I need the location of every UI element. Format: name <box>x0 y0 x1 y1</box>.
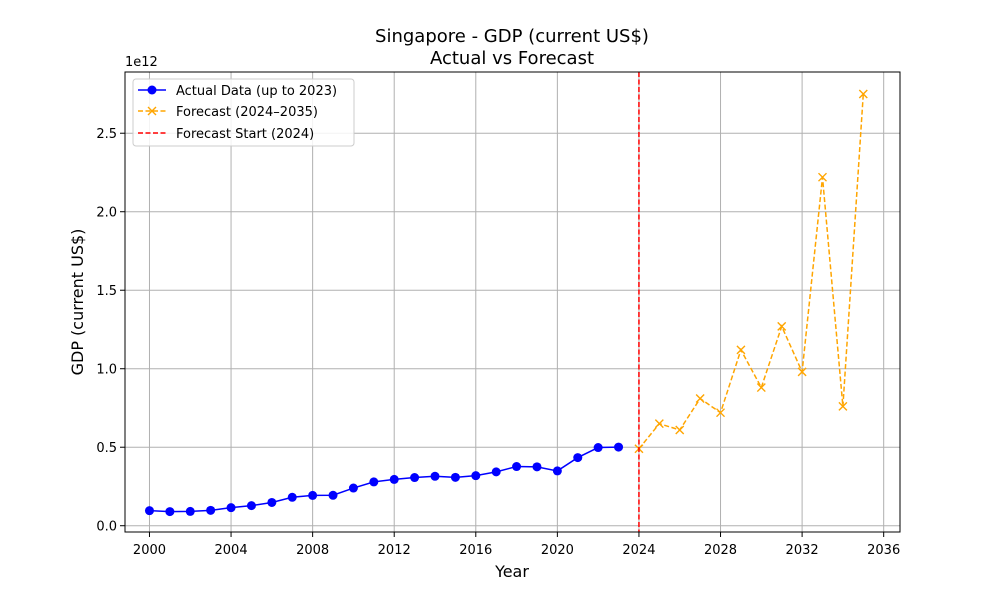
x-tick-label: 2032 <box>786 543 819 558</box>
x-tick-label: 2036 <box>867 543 900 558</box>
data-point <box>369 477 379 487</box>
y-tick-label: 0.0 <box>96 520 117 535</box>
data-point <box>410 473 420 483</box>
legend: Actual Data (up to 2023) Forecast (2024–… <box>132 78 355 147</box>
x-axis: 2000 2004 2008 2012 2016 2020 2024 2028 2032 2036 <box>133 532 900 558</box>
data-point <box>430 471 440 481</box>
y-axis: 0.0 0.5 1.0 1.5 2.0 2.5 <box>96 127 125 535</box>
data-point <box>716 408 726 418</box>
grid <box>125 72 900 532</box>
legend-box <box>132 78 355 147</box>
chart-subtitle: Actual vs Forecast <box>430 48 594 69</box>
x-axis-label: Year <box>494 562 529 581</box>
data-point <box>491 467 501 477</box>
data-point <box>573 453 583 463</box>
data-point <box>165 507 175 517</box>
data-point <box>450 472 460 482</box>
data-point <box>654 419 664 429</box>
plot-frame <box>124 71 901 533</box>
plot-area <box>144 72 868 532</box>
y-multiplier-label: 1e12 <box>125 55 158 70</box>
x-tick-label: 2012 <box>378 543 411 558</box>
x-tick-label: 2016 <box>459 543 492 558</box>
legend-entry-forecast-start: Forecast Start (2024) <box>138 127 314 142</box>
legend-entry-actual: Actual Data (up to 2023) <box>138 84 337 99</box>
legend-label-actual: Actual Data (up to 2023) <box>176 84 337 99</box>
data-point <box>144 506 154 516</box>
data-point <box>246 501 256 511</box>
y-tick-label: 1.5 <box>96 284 117 299</box>
x-tick-label: 2004 <box>215 543 248 558</box>
y-tick-label: 2.5 <box>96 127 117 142</box>
data-point <box>614 442 624 452</box>
data-point <box>756 383 766 393</box>
chart-title: Singapore - GDP (current US$) <box>375 26 649 47</box>
data-point <box>736 345 746 355</box>
data-point <box>818 172 827 182</box>
series-line-1 <box>638 93 865 450</box>
y-tick-label: 1.0 <box>96 363 117 378</box>
y-tick-label: 2.0 <box>96 206 117 221</box>
data-point <box>308 490 318 500</box>
legend-entry-forecast: Forecast (2024–2035) <box>138 105 318 120</box>
data-point <box>532 462 542 472</box>
series-line-0 <box>149 446 619 513</box>
data-point <box>838 401 848 411</box>
data-point <box>552 466 562 476</box>
x-tick-label: 2020 <box>541 543 574 558</box>
data-point <box>593 443 603 453</box>
x-tick-label: 2008 <box>296 543 329 558</box>
data-point <box>858 89 868 99</box>
x-tick-label: 2024 <box>622 543 655 558</box>
data-point <box>287 492 297 502</box>
data-point <box>185 506 195 516</box>
data-point <box>512 462 522 472</box>
data-point <box>267 497 277 507</box>
legend-label-forecast-start: Forecast Start (2024) <box>176 127 314 142</box>
data-point <box>206 505 216 515</box>
data-point <box>797 367 807 377</box>
data-point <box>328 490 338 500</box>
data-point <box>389 474 399 484</box>
y-axis-label: GDP (current US$) <box>68 229 87 376</box>
data-point <box>348 483 358 493</box>
x-tick-label: 2028 <box>704 543 737 558</box>
data-point <box>695 394 705 404</box>
y-tick-label: 0.5 <box>96 441 117 456</box>
data-point <box>471 471 481 481</box>
data-point <box>777 321 787 331</box>
x-tick-label: 2000 <box>133 543 166 558</box>
legend-label-forecast: Forecast (2024–2035) <box>176 105 318 120</box>
data-point <box>675 425 685 435</box>
data-point <box>226 503 236 513</box>
